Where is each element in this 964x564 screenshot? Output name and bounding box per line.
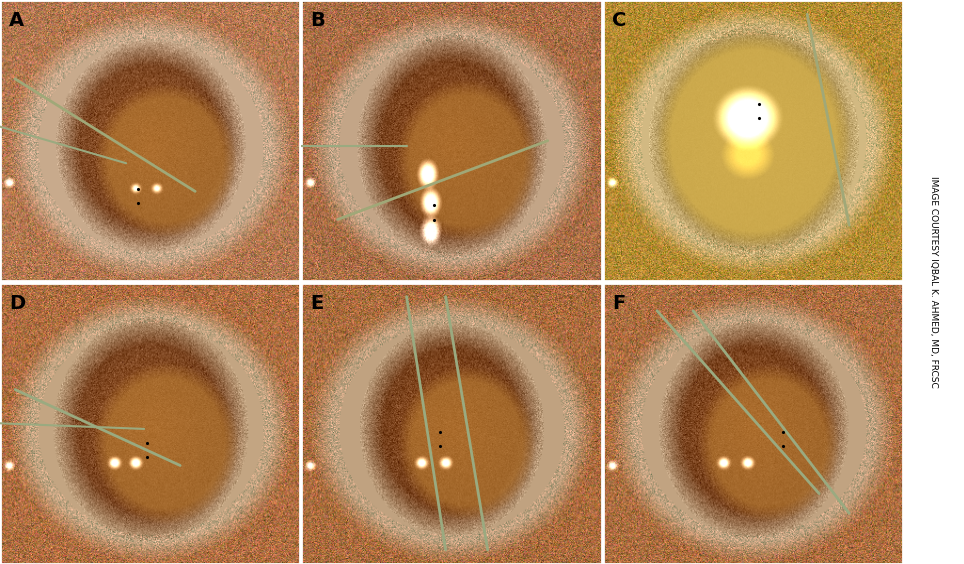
Text: D: D [9,294,25,313]
Text: F: F [612,294,626,313]
Text: C: C [612,11,627,30]
Text: E: E [310,294,324,313]
Text: B: B [310,11,325,30]
Text: IMAGE COURTESY IQBAL K. AHMED, MD, FRCSC: IMAGE COURTESY IQBAL K. AHMED, MD, FRCSC [929,176,938,388]
Text: A: A [9,11,24,30]
